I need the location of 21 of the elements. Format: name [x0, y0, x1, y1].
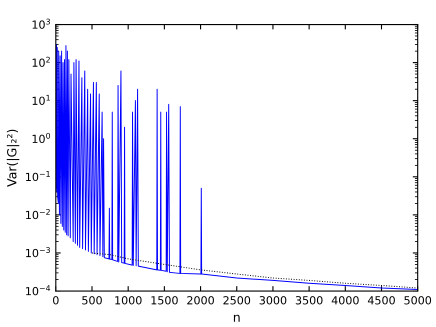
x-tick-label: 2000: [187, 296, 214, 304]
x-tick-label: 3000: [260, 296, 286, 304]
y-tick-label: 10$^{−4}$: [26, 285, 50, 296]
x-tick-label: 2500: [223, 296, 250, 304]
y-tick-label: 10$^{−1}$: [26, 171, 50, 182]
x-tick-label: 3500: [296, 296, 323, 304]
x-tick-label: 1000: [115, 296, 142, 304]
y-tick-label: 10$^{0}$: [32, 132, 50, 144]
y-axis-title: Var(|G|₂²): [6, 130, 20, 187]
x-tick-label: 500: [82, 296, 102, 304]
y-tick-label: 10$^{3}$: [32, 18, 50, 29]
x-axis-title: n: [234, 314, 240, 322]
y-tick-label: 10$^{−3}$: [26, 247, 50, 258]
x-tick-label: 4500: [368, 296, 395, 304]
y-tick-label: 10$^{1}$: [32, 94, 50, 105]
x-tick-label: 4000: [332, 296, 359, 304]
x-tick-label: 5000: [404, 296, 432, 304]
y-tick-label: 10$^{−2}$: [26, 208, 50, 220]
x-tick-label: 0: [53, 296, 59, 304]
x-tick-label: 1500: [151, 296, 178, 304]
y-tick-label: 10$^{2}$: [32, 56, 50, 67]
